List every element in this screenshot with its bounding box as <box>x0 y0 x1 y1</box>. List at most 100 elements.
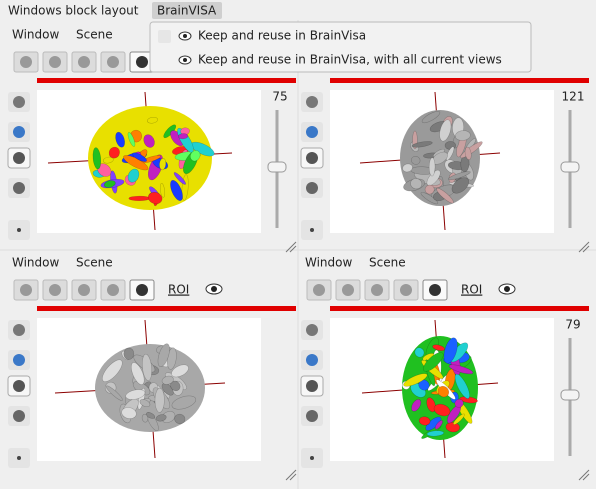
tool-icon <box>13 126 25 138</box>
brain-gyrus <box>443 337 458 364</box>
brain-gyrus <box>92 147 102 170</box>
panel-menu[interactable]: Scene <box>76 256 113 270</box>
resize-grip <box>285 469 297 481</box>
toolbar-icon <box>49 56 61 68</box>
tool-icon <box>306 354 318 366</box>
toolbar-icon <box>313 284 325 296</box>
brain-gyrus <box>105 385 123 401</box>
toolbar-label[interactable]: ROI <box>168 283 189 297</box>
brain-gyrus <box>115 131 125 148</box>
resize-grip <box>578 469 590 481</box>
brain-gyrus <box>139 399 151 408</box>
brain-gyrus <box>403 373 428 387</box>
brain-gyrus <box>145 412 156 419</box>
checkbox <box>158 30 171 43</box>
resize-grip <box>285 241 297 253</box>
brain-gyrus <box>402 163 413 173</box>
brain-gyrus <box>439 119 452 142</box>
brain-gyrus <box>411 141 433 148</box>
brain-gyrus <box>125 389 146 400</box>
brain-gyrus <box>426 169 441 186</box>
brain-gyrus <box>108 146 120 159</box>
toolbar-icon <box>107 56 119 68</box>
tool-icon <box>306 152 318 164</box>
brain-gyrus <box>436 187 454 204</box>
slider-handle[interactable] <box>560 161 580 173</box>
brain-gyrus <box>445 146 455 161</box>
red-bar <box>37 78 296 83</box>
slider-handle[interactable] <box>267 161 287 173</box>
dropdown: Keep and reuse in BrainVisa Keep and reus… <box>149 21 532 73</box>
toolbar-icon <box>342 284 354 296</box>
brain-gyrus <box>451 177 470 194</box>
brain-gyrus <box>141 413 149 423</box>
dropdown-item[interactable]: Keep and reuse in BrainVisa <box>198 29 366 43</box>
brain-gyrus <box>423 352 444 372</box>
brain-gyrus <box>174 413 186 425</box>
tool-icon <box>306 324 318 336</box>
brain-gyrus <box>157 343 170 367</box>
brain-gyrus <box>154 387 165 413</box>
brain-gyrus <box>454 373 470 399</box>
brain-gyrus <box>127 168 140 183</box>
toolbar-icon <box>136 284 148 296</box>
brain-gyrus <box>190 150 201 162</box>
toolbar-icon <box>20 56 32 68</box>
brain-gyrus <box>411 399 422 412</box>
menu-highlight <box>152 2 222 19</box>
tool-icon <box>306 96 318 108</box>
red-bar <box>37 306 296 311</box>
toolbar-icon <box>371 284 383 296</box>
brain-gyrus <box>448 171 471 181</box>
tool-icon <box>306 410 318 422</box>
brain-gyrus <box>146 117 159 124</box>
brain-gyrus <box>411 156 421 165</box>
tool-icon <box>17 456 21 460</box>
brain-gyrus <box>102 156 114 164</box>
toolbar-icon <box>400 284 412 296</box>
panel-menu[interactable]: Window <box>305 256 353 270</box>
brain-gyrus <box>123 347 135 360</box>
panel-menu[interactable]: Window <box>12 28 60 42</box>
brain-gyrus <box>170 179 183 201</box>
red-bar <box>330 78 589 83</box>
tool-icon <box>310 456 314 460</box>
slider-value: 79 <box>565 318 580 332</box>
slider-handle[interactable] <box>560 389 580 401</box>
toolbar-label[interactable]: ROI <box>461 283 482 297</box>
tool-icon <box>306 126 318 138</box>
red-bar <box>330 306 589 311</box>
brain-gyrus <box>159 157 167 171</box>
toolbar-icon <box>78 284 90 296</box>
brain-gyrus <box>102 359 123 382</box>
brain-gyrus <box>132 152 147 162</box>
brain-gyrus <box>142 353 152 381</box>
resize-grip <box>578 241 590 253</box>
brain-gyrus <box>127 132 136 147</box>
toolbar-icon <box>136 56 148 68</box>
tool-icon <box>13 380 25 392</box>
brain-gyrus <box>103 180 116 188</box>
tool-icon <box>306 380 318 392</box>
brain-gyrus <box>143 134 155 148</box>
dropdown-item[interactable]: Keep and reuse in BrainVisa, with all cu… <box>198 53 502 67</box>
brain-gyrus <box>464 146 472 161</box>
menu-item[interactable]: Windows block layout <box>8 4 139 18</box>
brain-gyrus <box>454 398 464 408</box>
panel-menu[interactable]: Scene <box>369 256 406 270</box>
brain-gyrus <box>128 195 151 201</box>
menu-item[interactable]: BrainVISA <box>157 4 217 18</box>
panel-menu[interactable]: Scene <box>76 28 113 42</box>
brain-gyrus <box>414 347 425 358</box>
brain-gyrus <box>426 397 436 413</box>
dropdown-bg <box>149 21 532 73</box>
brain-gyrus <box>161 375 174 385</box>
panel-menu[interactable]: Window <box>12 256 60 270</box>
slider-value: 121 <box>562 90 585 104</box>
brain-gyrus <box>437 385 450 398</box>
tool-icon <box>310 228 314 232</box>
brain-gyrus <box>420 192 439 205</box>
brain-gyrus <box>448 364 474 375</box>
brain-gyrus <box>433 403 451 417</box>
brain-gyrus <box>455 130 471 141</box>
